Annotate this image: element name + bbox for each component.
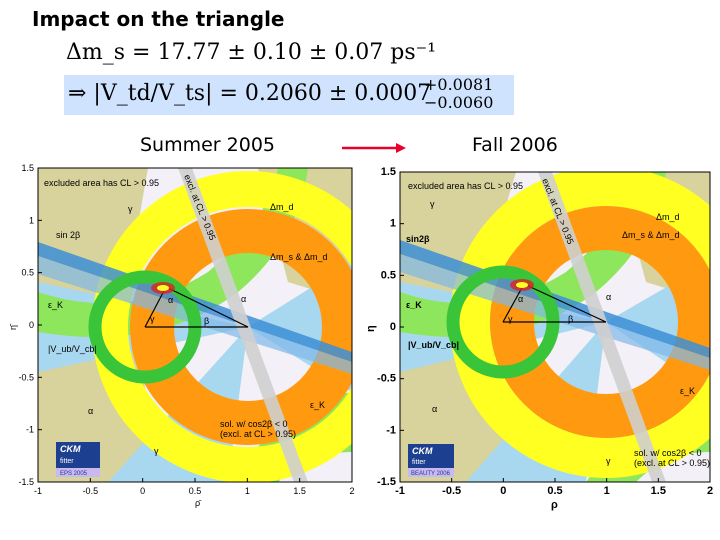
ek-label-right: ε_K xyxy=(310,400,325,410)
sol-label-2: (excl. at CL > 0.95) xyxy=(220,429,296,439)
ckmfitter-logo xyxy=(408,444,454,468)
slide-title: Impact on the triangle xyxy=(32,7,285,31)
x-tick-label: -0.5 xyxy=(442,485,461,497)
left-plot-label: Summer 2005 xyxy=(140,134,276,156)
vtd-vts-main: ⇒ |V_td/V_ts| = 0.2060 ± 0.0007 xyxy=(68,81,432,106)
alpha-vertex-label: α xyxy=(168,295,173,305)
y-tick-label: 0 xyxy=(29,320,34,330)
excluded-area-label: excluded area has CL > 0.95 xyxy=(44,178,159,188)
vtd-vts-lower-error: −0.0060 xyxy=(424,93,494,112)
beta-label: β xyxy=(568,314,573,324)
y-tick-label: 1.5 xyxy=(381,166,396,178)
fitter-text: fitter xyxy=(60,458,74,465)
vtd-vts-equation: ⇒ |V_td/V_ts| = 0.2060 ± 0.0007 +0.0081 … xyxy=(64,75,514,115)
y-tick-label: -0.5 xyxy=(377,373,396,385)
conference-tag: EPS 2005 xyxy=(60,471,88,477)
x-axis-label: ρ xyxy=(551,499,558,511)
conference-tag-bg xyxy=(56,468,100,477)
left-ckm-plot: -1 -0.5 0 0.5 1 1.5 21.510.50-0.5-1-1.5 exclud… xyxy=(8,163,355,508)
x-tick-label: 2 xyxy=(349,486,354,496)
gamma-label-top: γ xyxy=(430,199,435,209)
dmd-label: Δm_d xyxy=(656,212,680,222)
sin2b-label: sin2β xyxy=(406,234,430,244)
conference-tag-bg xyxy=(408,468,454,477)
transition-arrow xyxy=(342,143,406,153)
y-tick-label: -1 xyxy=(26,425,34,435)
x-tick-label: 1.5 xyxy=(293,486,306,496)
y-tick-label: 0 xyxy=(390,321,396,333)
sin2b-label: sin 2β xyxy=(56,230,80,240)
y-tick-label: -1 xyxy=(386,424,396,436)
x-tick-label: 0 xyxy=(140,486,145,496)
x-tick-label: -0.5 xyxy=(83,486,99,496)
ek-label-left: ε_K xyxy=(406,300,422,310)
dms-label: Δm_s & Δm_d xyxy=(622,230,680,240)
alpha-label-bottom: α xyxy=(88,406,93,416)
sol-label-1: sol. w/ cos2β < 0 xyxy=(220,419,287,429)
vub-label: |V_ub/V_cb| xyxy=(48,344,97,354)
dms-label: Δm_s & Δm_d xyxy=(270,252,328,262)
sol-label-1: sol. w/ cos2β < 0 xyxy=(634,448,701,458)
ckm-text: CKM xyxy=(412,446,433,456)
dms-equation: Δm_s = 17.77 ± 0.10 ± 0.07 ps⁻¹ xyxy=(66,40,437,65)
x-tick-label: 1.5 xyxy=(651,485,666,497)
gamma-vertex-label: γ xyxy=(150,314,155,324)
alpha-label: α xyxy=(606,292,611,302)
y-tick-label: 0.5 xyxy=(21,268,34,278)
gamma-label-bottom: γ xyxy=(606,456,611,466)
x-tick-label: 2 xyxy=(707,485,713,497)
x-axis-label: ρ̄ xyxy=(195,498,202,508)
beta-label: β xyxy=(204,316,209,326)
right-plot-label: Fall 2006 xyxy=(472,134,558,156)
gamma-vertex-label: γ xyxy=(508,314,513,324)
x-tick-label: 0 xyxy=(500,485,506,497)
y-tick-label: -1.5 xyxy=(377,476,396,488)
x-tick-label: -1 xyxy=(34,486,42,496)
y-axis-label: η̄ xyxy=(8,323,18,330)
dmd-label: Δm_d xyxy=(270,202,294,212)
x-tick-label: 0.5 xyxy=(547,485,562,497)
ckm-text: CKM xyxy=(60,444,81,454)
y-tick-label: 1 xyxy=(390,218,396,230)
ek-label-left: ε_K xyxy=(48,300,63,310)
right-ckm-plot: -1 -0.5 0 0.5 1 1.5 21.510.50-0.5-1-1.5 exclud… xyxy=(366,166,713,511)
fitter-text: fitter xyxy=(412,459,426,466)
gamma-label-top: γ xyxy=(128,204,133,214)
y-tick-label: -1.5 xyxy=(18,477,34,487)
excluded-area-label: excluded area has CL > 0.95 xyxy=(408,181,523,191)
y-tick-label: 1 xyxy=(29,215,34,225)
y-tick-label: 0.5 xyxy=(381,269,396,281)
x-tick-label: 0.5 xyxy=(189,486,202,496)
y-axis-label: η xyxy=(366,325,377,332)
alpha-label-bottom: α xyxy=(432,404,437,414)
y-tick-label: 1.5 xyxy=(21,163,34,173)
vub-label: |V_ub/V_cb| xyxy=(408,340,459,350)
x-tick-label: 1 xyxy=(245,486,250,496)
ckmfitter-logo xyxy=(56,442,100,468)
y-tick-label: -0.5 xyxy=(18,372,34,382)
ek-label-right: ε_K xyxy=(680,386,695,396)
alpha-label: α xyxy=(241,294,246,304)
x-tick-label: -1 xyxy=(395,485,405,497)
gamma-label-bottom: γ xyxy=(154,446,159,456)
sol-label-2: (excl. at CL > 0.95) xyxy=(634,458,710,468)
conference-tag: BEAUTY 2006 xyxy=(411,471,451,477)
x-tick-label: 1 xyxy=(604,485,610,497)
alpha-vertex-label: α xyxy=(518,294,523,304)
vtd-vts-upper-error: +0.0081 xyxy=(424,75,494,94)
